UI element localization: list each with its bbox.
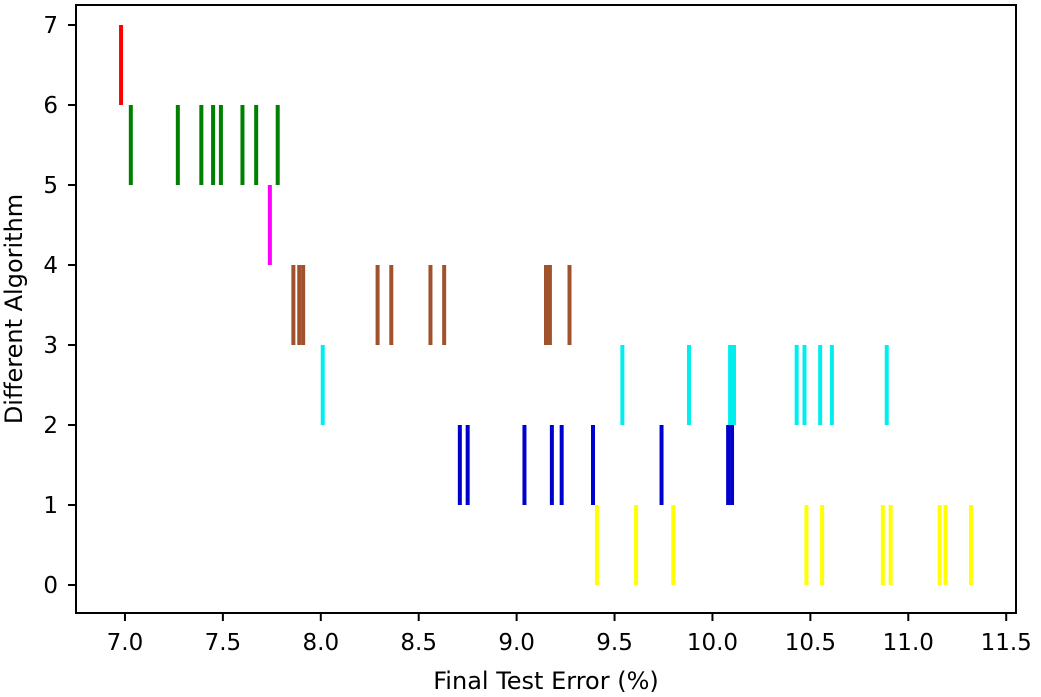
y-tick-label-0: 0 — [43, 573, 58, 599]
x-tick-label-4: 9.0 — [498, 630, 535, 656]
x-tick-label-3: 8.5 — [400, 630, 437, 656]
y-tick-label-3: 3 — [43, 333, 58, 359]
x-tick-label-9: 11.5 — [981, 630, 1032, 656]
y-axis-ticks: 0 1 2 3 4 5 6 7 — [43, 13, 76, 599]
y-tick-label-5: 5 — [43, 173, 58, 199]
y-tick-label-2: 2 — [43, 413, 58, 439]
x-tick-label-0: 7.0 — [107, 630, 144, 656]
y-tick-label-4: 4 — [43, 253, 58, 279]
x-tick-label-6: 10.0 — [687, 630, 738, 656]
x-tick-label-8: 11.0 — [883, 630, 934, 656]
y-axis-label: Different Algorithm — [0, 194, 28, 424]
x-axis-ticks: 7.0 7.5 8.0 8.5 9.0 9.5 10.0 10.5 11.0 11.5 — [107, 613, 1032, 656]
x-tick-label-2: 8.0 — [303, 630, 340, 656]
chart-marks — [119, 25, 973, 585]
x-tick-label-1: 7.5 — [205, 630, 242, 656]
y-tick-label-6: 6 — [43, 93, 58, 119]
plot-frame — [75, 4, 1017, 614]
y-tick-label-1: 1 — [43, 493, 58, 519]
x-tick-label-7: 10.5 — [785, 630, 836, 656]
x-axis-label: Final Test Error (%) — [433, 667, 659, 695]
y-tick-label-7: 7 — [43, 13, 58, 39]
x-tick-label-5: 9.5 — [596, 630, 633, 656]
